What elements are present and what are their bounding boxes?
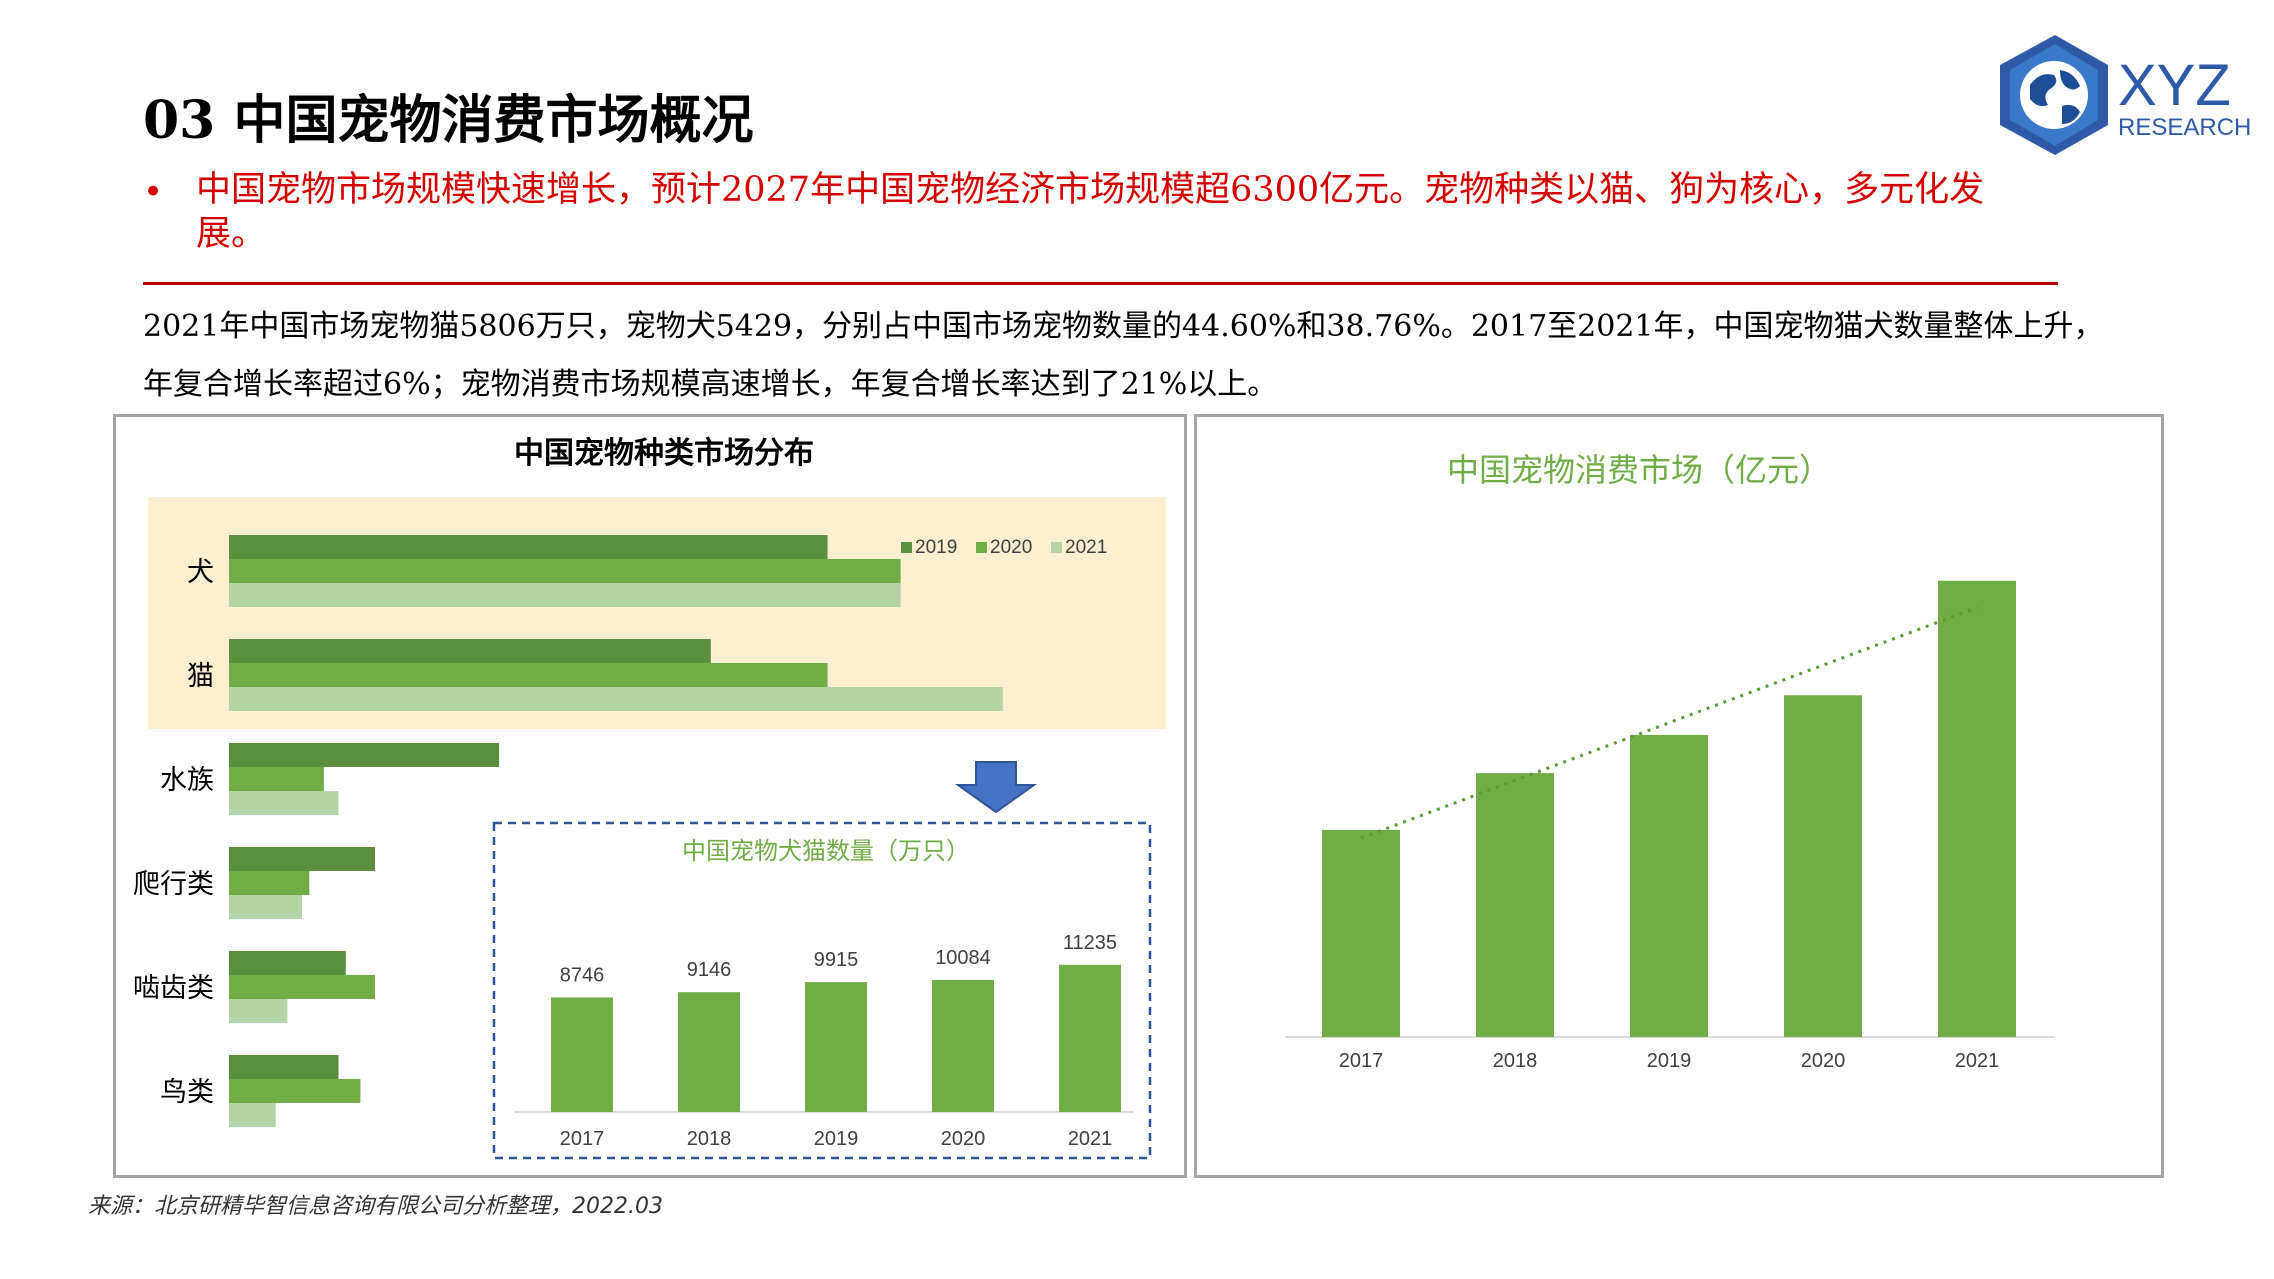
category-label: 水族 — [160, 765, 214, 795]
x-tick-label: 2019 — [1647, 1050, 1692, 1072]
chart-legend: 2019 2020 2021 — [901, 537, 1107, 558]
left-chart-panel: 中国宠物种类市场分布 犬猫水族爬行类啮齿类鸟类 2019 2020 2021 中国宠… — [113, 414, 1187, 1178]
bar-猫-2019 — [229, 639, 711, 663]
bullet-icon: • — [143, 172, 164, 212]
divider-line — [143, 282, 2058, 285]
x-tick-label: 2020 — [1801, 1050, 1846, 1072]
inset-chart-title: 中国宠物犬猫数量（万只） — [682, 838, 970, 865]
key-point: 中国宠物市场规模快速增长，预计2027年中国宠物经济市场规模超6300亿元。宠物… — [196, 170, 1985, 254]
bar-犬-2021 — [229, 583, 901, 607]
category-label: 啮齿类 — [133, 973, 214, 1003]
bar-猫-2020 — [229, 663, 828, 687]
x-tick-label: 2017 — [560, 1128, 605, 1150]
category-label: 爬行类 — [133, 869, 214, 899]
page-title: 03 中国宠物消费市场概况 — [143, 90, 754, 151]
logo-text: XYZ — [2118, 53, 2231, 118]
xyz-research-logo: XYZ RESEARCH — [2000, 35, 2251, 155]
consumption-market-chart: 中国宠物消费市场（亿元） 2017 2018 2019 2020 2021 — [1285, 452, 2055, 1072]
data-label: 9915 — [814, 949, 859, 971]
bar-鸟类-2021 — [229, 1103, 276, 1127]
legend-swatch-2021 — [1051, 542, 1062, 553]
bar-水族-2019 — [229, 743, 500, 767]
bar-猫-2021 — [229, 687, 1003, 711]
x-tick-label: 2021 — [1068, 1128, 1113, 1150]
chart-title: 中国宠物种类市场分布 — [514, 436, 814, 470]
trend-line — [1360, 606, 1978, 840]
legend-swatch-2019 — [901, 542, 912, 553]
bar-啮齿类-2021 — [229, 999, 288, 1023]
x-tick-label: 2019 — [814, 1128, 859, 1150]
inset-bar-group: 8746 2017 9146 2018 9915 2019 10084 2020 11235 20… — [551, 932, 1121, 1150]
bar-2017 — [551, 997, 613, 1112]
bar-啮齿类-2019 — [229, 951, 346, 975]
legend-label-2020: 2020 — [990, 537, 1032, 558]
category-label: 犬 — [187, 557, 214, 587]
bar-2021 — [1059, 964, 1121, 1112]
bar-水族-2021 — [229, 791, 339, 815]
x-tick-label: 2020 — [941, 1128, 986, 1150]
globe-continents-icon — [2030, 70, 2080, 124]
x-tick-label: 2021 — [1955, 1050, 2000, 1072]
legend-label-2019: 2019 — [915, 537, 957, 558]
bar-鸟类-2019 — [229, 1055, 339, 1079]
chart-title: 中国宠物消费市场（亿元） — [1447, 452, 1831, 488]
bar-2018 — [1476, 773, 1554, 1037]
data-label: 9146 — [687, 959, 732, 981]
bar-2020 — [1784, 695, 1862, 1037]
bar-爬行类-2019 — [229, 847, 375, 871]
source-note: 来源：北京研精毕智信息咨询有限公司分析整理，2022.03 — [88, 1194, 663, 1219]
bar-鸟类-2020 — [229, 1079, 361, 1103]
summary-paragraph: 2021年中国市场宠物猫5806万只，宠物犬5429，分别占中国市场宠物数量的4… — [143, 309, 2104, 402]
category-label: 鸟类 — [160, 1077, 214, 1107]
data-label: 10084 — [935, 947, 991, 969]
bar-啮齿类-2020 — [229, 975, 375, 999]
bar-group: 2017 2018 2019 2020 2021 — [1322, 580, 2016, 1072]
bar-水族-2020 — [229, 767, 324, 791]
bar-2019 — [1630, 734, 1708, 1037]
data-label: 8746 — [560, 964, 605, 986]
bar-爬行类-2020 — [229, 871, 310, 895]
category-label: 猫 — [187, 661, 214, 691]
legend-label-2021: 2021 — [1065, 537, 1107, 558]
bar-爬行类-2021 — [229, 895, 302, 919]
bar-2021 — [1938, 580, 2016, 1037]
bar-2017 — [1322, 829, 1400, 1037]
x-tick-label: 2018 — [1493, 1050, 1538, 1072]
bar-犬-2020 — [229, 559, 901, 583]
logo-subtext: RESEARCH — [2118, 114, 2251, 141]
bar-犬-2019 — [229, 535, 828, 559]
bar-2020 — [932, 979, 994, 1112]
x-tick-label: 2018 — [687, 1128, 732, 1150]
x-tick-label: 2017 — [1339, 1050, 1384, 1072]
bar-2019 — [805, 982, 867, 1112]
right-chart-panel: 中国宠物消费市场（亿元） 2017 2018 2019 2020 2021 — [1194, 414, 2164, 1178]
legend-swatch-2020 — [976, 542, 987, 553]
bar-2018 — [678, 992, 740, 1112]
data-label: 11235 — [1063, 932, 1117, 954]
down-arrow-icon — [954, 761, 1038, 814]
